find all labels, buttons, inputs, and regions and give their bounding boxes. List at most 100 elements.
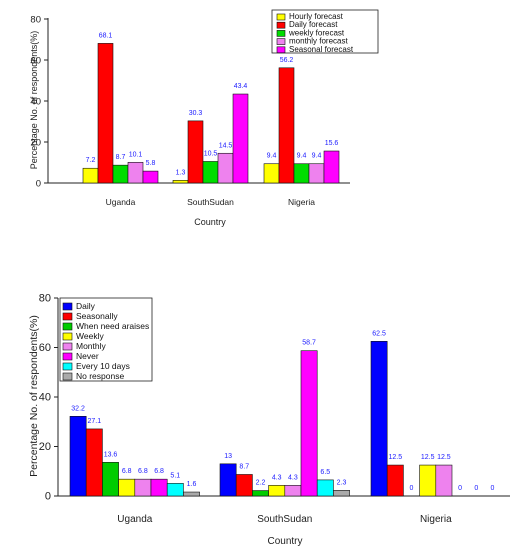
chart-2-data-label-nigeria-seasonally: 12.5	[388, 454, 402, 461]
chart-2-bar-southsudan-seasonally	[235, 474, 253, 497]
chart-1-data-label-uganda-monthly-forecast: 10.1	[129, 151, 143, 158]
chart-2-y-tick-label-2: 40	[39, 392, 51, 404]
chart-1-legend-label-weekly-forecast: weekly forecast	[288, 28, 345, 37]
chart-2-legend-swatch-daily	[62, 302, 73, 311]
chart-2-y-axis-label: Percentage No. of respondents(%)	[28, 315, 40, 477]
chart-1-y-tick-label-2: 40	[30, 97, 41, 108]
chart-2-bar-uganda-never	[150, 478, 168, 497]
chart-1-y-tick-label-4: 80	[30, 15, 41, 26]
chart-2-bar-southsudan-every-10-days	[316, 479, 334, 497]
chart-1-y-axis: 0 20 40 60 80	[30, 15, 49, 190]
chart-1-legend-label-monthly-forecast: monthly forecast	[289, 37, 348, 46]
chart-1-bar-nigeria-seasonal-forecast	[323, 150, 340, 184]
chart-1-bar-nigeria-hourly-forecast	[263, 163, 280, 184]
chart-1-data-label-southsudan-monthly-forecast: 14.5	[219, 142, 233, 149]
chart-1-bar-southsudan-weekly-forecast	[202, 161, 219, 184]
chart-2-legend-label-never: Never	[76, 351, 99, 361]
chart-2-data-label-southsudan-when-need-araises: 2.2	[256, 480, 266, 487]
chart-2-legend-swatch-never	[62, 352, 73, 361]
chart-1: 0 20 40 60 80 Percentage No. of respondents(…	[29, 9, 379, 227]
chart-1-category-southsudan: SouthSudan	[187, 197, 234, 207]
chart-1-bar-uganda-weekly-forecast	[112, 164, 129, 184]
chart-1-data-label-southsudan-weekly-forecast: 10.5	[204, 150, 218, 157]
chart-2-legend-swatch-weekly	[62, 332, 73, 341]
chart-2-data-label-uganda-daily: 32.2	[71, 405, 85, 412]
chart-2-legend-label-no-response: No response	[76, 371, 124, 381]
chart-1-bar-southsudan-monthly-forecast	[217, 152, 234, 184]
chart-1-legend-swatch-hourly-forecast	[276, 13, 286, 21]
chart-2-bar-uganda-seasonally	[85, 428, 103, 497]
chart-2-data-label-nigeria-monthly: 12.5	[437, 454, 451, 461]
chart-1-bar-southsudan-daily-forecast	[187, 120, 204, 184]
chart-1-data-label-southsudan-hourly-forecast: 1.3	[176, 169, 186, 176]
chart-2-data-label-nigeria-no-response: 0	[491, 485, 495, 492]
chart-1-legend-swatch-weekly-forecast	[276, 30, 286, 37]
chart-2-x-axis-label: Country	[267, 536, 302, 547]
chart-2-bars: 32.227.1 13.6 6.8 6.8 6.8 5.1 1.6 13 8.7 2.2 4.3 4.…	[69, 330, 495, 497]
chart-1-legend-swatch-daily-forecast	[276, 21, 286, 29]
chart-2-y-tick-label-4: 80	[39, 293, 51, 305]
chart-2-bar-uganda-monthly	[134, 478, 152, 497]
chart-2-bar-southsudan-no-response	[333, 490, 350, 497]
chart-2-category-nigeria: Nigeria	[420, 514, 452, 525]
chart-2-data-label-southsudan-daily: 13	[224, 453, 232, 460]
chart-2-bar-southsudan-never	[300, 350, 318, 497]
chart-2-data-label-uganda-monthly: 6.8	[138, 468, 148, 475]
chart-1-bar-uganda-hourly-forecast	[82, 167, 99, 184]
chart-1-bar-nigeria-daily-forecast	[278, 67, 295, 184]
chart-1-data-label-nigeria-monthly-forecast: 9.4	[312, 153, 322, 160]
chart-2-bar-nigeria-weekly	[419, 464, 437, 497]
chart-2-legend-swatch-when-need-araises	[62, 322, 73, 331]
chart-2-bar-southsudan-daily	[219, 463, 237, 497]
chart-2-data-label-nigeria-every-10-days: 0	[474, 485, 478, 492]
chart-2-legend-swatch-monthly	[62, 342, 73, 351]
chart-2-bar-nigeria-seasonally	[386, 464, 404, 497]
chart-2-legend-swatch-every-10-days	[62, 362, 73, 371]
chart-2-legend-label-weekly: Weekly	[76, 331, 104, 341]
chart-1-legend-label-daily-forecast: Daily forecast	[289, 20, 338, 29]
chart-2-category-uganda: Uganda	[117, 514, 152, 525]
chart-2-bar-uganda-no-response	[183, 491, 200, 497]
chart-2-y-tick-label-0: 0	[45, 491, 51, 503]
chart-1-y-tick-label-3: 60	[30, 56, 41, 67]
chart-2-data-label-southsudan-every-10-days: 6.5	[320, 469, 330, 476]
chart-2-data-label-nigeria-never: 0	[458, 485, 462, 492]
chart-1-legend-swatch-seasonal-forecast	[276, 46, 286, 54]
chart-1-data-label-nigeria-seasonal-forecast: 15.6	[325, 140, 339, 147]
chart-2-data-label-southsudan-no-response: 2.3	[337, 479, 347, 486]
chart-2-legend-swatch-seasonally	[62, 312, 73, 321]
chart-1-data-label-uganda-weekly-forecast: 8.7	[116, 154, 126, 161]
chart-1-bar-uganda-daily-forecast	[97, 43, 114, 184]
chart-2-legend-label-daily: Daily	[76, 301, 96, 311]
chart-1-y-tick-label-1: 20	[30, 138, 41, 149]
chart-2-bar-nigeria-daily	[370, 341, 388, 497]
chart-2-data-label-uganda-when-need-araises: 13.6	[104, 451, 118, 458]
chart-1-data-label-nigeria-weekly-forecast: 9.4	[297, 153, 307, 160]
chart-2-data-label-uganda-never: 6.8	[154, 468, 164, 475]
chart-2-data-label-southsudan-weekly: 4.3	[272, 474, 282, 481]
chart-2-y-tick-label-1: 20	[39, 441, 51, 453]
chart-1-bar-nigeria-monthly-forecast	[308, 163, 325, 184]
chart-2-bar-uganda-daily	[69, 416, 87, 497]
chart-2-legend-label-seasonally: Seasonally	[76, 311, 118, 321]
chart-2-bar-uganda-weekly	[118, 478, 136, 497]
chart-1-data-label-uganda-seasonal-forecast: 5.8	[146, 160, 156, 167]
chart-1-data-label-nigeria-hourly-forecast: 9.4	[267, 153, 277, 160]
chart-1-data-label-uganda-hourly-forecast: 7.2	[86, 157, 96, 164]
chart-1-category-uganda: Uganda	[106, 197, 136, 207]
chart-2-bar-nigeria-monthly	[435, 464, 453, 497]
chart-2-category-labels: Uganda SouthSudan Nigeria	[117, 514, 452, 525]
chart-1-data-label-uganda-daily-forecast: 68.1	[99, 32, 113, 39]
chart-1-legend-label-hourly-forecast: Hourly forecast	[289, 12, 344, 21]
chart-1-x-axis-label: Country	[194, 217, 226, 227]
chart-2-data-label-uganda-no-response: 1.6	[187, 481, 197, 488]
chart-2-bar-southsudan-when-need-araises	[252, 490, 269, 497]
chart-1-bar-uganda-seasonal-forecast	[142, 170, 159, 184]
chart-2-data-label-southsudan-seasonally: 8.7	[239, 463, 249, 470]
chart-2-category-southsudan: SouthSudan	[257, 514, 312, 525]
chart-2-data-label-uganda-weekly: 6.8	[122, 468, 132, 475]
chart-2-data-label-nigeria-daily: 62.5	[372, 330, 386, 337]
chart-1-bar-uganda-monthly-forecast	[127, 161, 144, 184]
